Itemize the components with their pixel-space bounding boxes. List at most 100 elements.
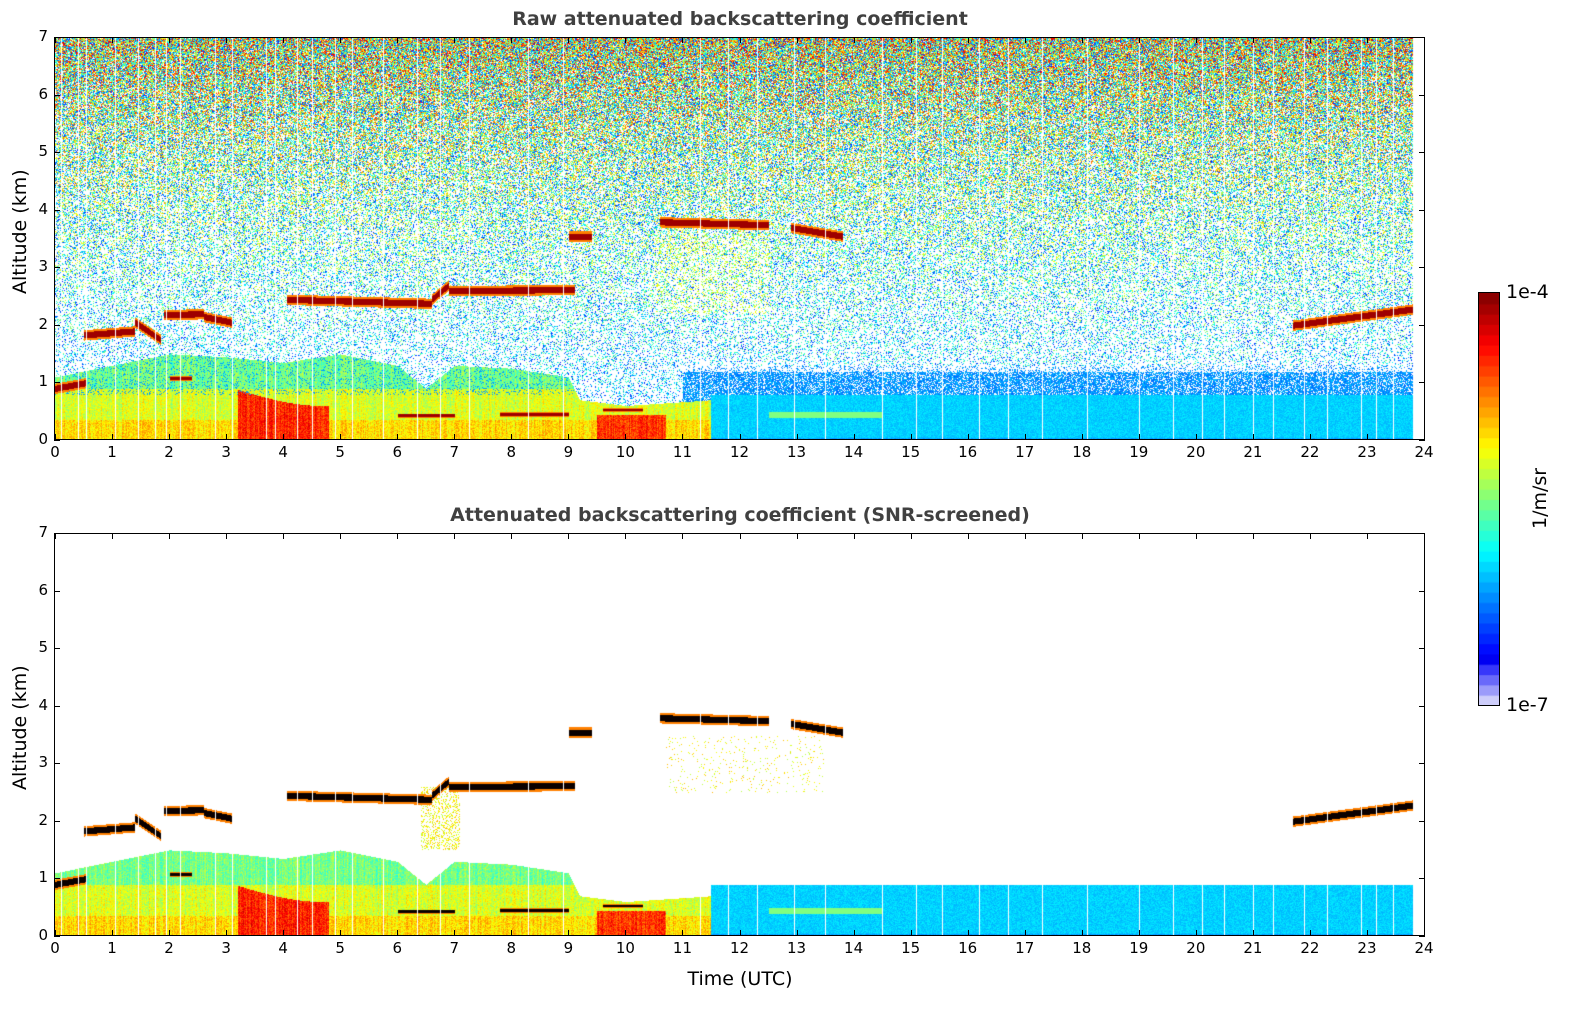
x-tick-mark — [397, 533, 399, 539]
x-tick-mark — [1252, 434, 1254, 440]
x-tick-mark — [682, 930, 684, 936]
x-tick-mark — [511, 533, 513, 539]
y-tick-mark — [54, 533, 60, 534]
x-tick-mark — [112, 37, 114, 43]
x-tick-mark — [112, 930, 114, 936]
y-tick-mark — [54, 820, 60, 822]
x-tick-mark — [910, 434, 912, 440]
x-tick-mark — [796, 533, 798, 539]
x-tick-mark — [853, 930, 855, 936]
y-tick-mark — [54, 440, 60, 441]
y-tick-mark — [54, 267, 60, 269]
x-tick-label: 9 — [563, 939, 574, 957]
x-tick-mark — [169, 434, 171, 440]
x-tick-mark — [454, 37, 456, 43]
y-tick-label: 6 — [38, 84, 48, 103]
x-tick-mark — [568, 533, 570, 539]
x-tick-mark — [283, 533, 285, 539]
x-tick-mark — [739, 37, 741, 43]
y-tick-mark — [54, 94, 60, 96]
x-tick-label: 2 — [164, 939, 174, 957]
x-tick-mark — [55, 930, 56, 936]
x-tick-mark — [1138, 37, 1140, 43]
x-tick-label: 7 — [449, 443, 460, 461]
x-tick-label: 5 — [335, 443, 345, 461]
y-tick-mark — [1419, 820, 1425, 822]
x-tick-mark — [1309, 37, 1311, 43]
x-tick-mark — [283, 434, 285, 440]
x-tick-mark — [340, 37, 342, 43]
x-tick-mark — [1309, 533, 1311, 539]
x-tick-mark — [397, 37, 399, 43]
x-tick-label: 18 — [1072, 939, 1092, 957]
x-tick-label: 21 — [1243, 939, 1263, 957]
y-tick-label: 6 — [38, 580, 48, 599]
x-tick-mark — [511, 37, 513, 43]
top-plot-axes — [54, 37, 1425, 440]
x-tick-mark — [1081, 930, 1083, 936]
bottom-chart-title: Attenuated backscattering coefficient (S… — [450, 504, 1030, 526]
x-tick-label: 15 — [901, 939, 921, 957]
x-tick-label: 6 — [392, 443, 403, 461]
x-tick-mark — [55, 434, 56, 440]
x-tick-mark — [169, 930, 171, 936]
x-tick-mark — [169, 37, 171, 43]
x-tick-label: 10 — [615, 443, 635, 461]
x-tick-label: 8 — [506, 939, 517, 957]
x-tick-label: 4 — [278, 443, 288, 461]
x-tick-label: 5 — [335, 939, 345, 957]
x-tick-mark — [397, 434, 399, 440]
x-tick-mark — [1024, 533, 1026, 539]
x-tick-label: 0 — [50, 939, 60, 957]
x-tick-mark — [112, 533, 114, 539]
x-tick-label: 14 — [844, 443, 864, 461]
y-tick-mark — [54, 382, 60, 384]
x-tick-mark — [625, 434, 627, 440]
y-tick-mark — [54, 648, 60, 650]
x-tick-label: 11 — [672, 939, 692, 957]
x-tick-mark — [1424, 434, 1425, 440]
x-tick-mark — [1024, 37, 1026, 43]
y-tick-mark — [1419, 94, 1425, 96]
y-tick-mark — [54, 705, 60, 707]
colorbar — [1478, 292, 1500, 706]
y-tick-mark — [1419, 648, 1425, 650]
x-tick-mark — [568, 930, 570, 936]
x-tick-mark — [283, 37, 285, 43]
x-tick-label: 22 — [1300, 939, 1320, 957]
x-tick-label: 3 — [221, 939, 231, 957]
y-tick-label: 1 — [38, 372, 48, 391]
x-tick-mark — [454, 533, 456, 539]
x-tick-label: 4 — [278, 939, 288, 957]
screened-backscatter-heatmap — [55, 534, 1424, 936]
x-tick-mark — [796, 434, 798, 440]
y-tick-mark — [54, 37, 60, 38]
x-tick-label: 1 — [107, 443, 117, 461]
x-tick-mark — [511, 930, 513, 936]
x-tick-mark — [454, 434, 456, 440]
x-tick-label: 1 — [107, 939, 117, 957]
y-tick-label: 7 — [38, 523, 48, 541]
x-tick-mark — [853, 434, 855, 440]
x-tick-mark — [226, 37, 228, 43]
colorbar-min-label: 1e-7 — [1506, 694, 1549, 716]
x-tick-mark — [1424, 930, 1425, 936]
y-tick-mark — [54, 763, 60, 765]
x-tick-mark — [340, 533, 342, 539]
x-tick-mark — [625, 37, 627, 43]
x-tick-label: 24 — [1414, 939, 1434, 957]
y-tick-mark — [1419, 936, 1425, 937]
x-tick-label: 17 — [1015, 443, 1035, 461]
x-tick-mark — [1366, 930, 1368, 936]
x-tick-label: 15 — [901, 443, 921, 461]
x-tick-label: 11 — [672, 443, 692, 461]
x-tick-mark — [1424, 533, 1425, 539]
x-tick-mark — [739, 533, 741, 539]
x-tick-label: 20 — [1186, 939, 1206, 957]
y-tick-label: 5 — [38, 142, 48, 161]
y-tick-mark — [54, 209, 60, 211]
x-tick-mark — [226, 533, 228, 539]
x-tick-label: 13 — [786, 939, 807, 957]
y-tick-mark — [1419, 382, 1425, 384]
x-tick-mark — [682, 533, 684, 539]
